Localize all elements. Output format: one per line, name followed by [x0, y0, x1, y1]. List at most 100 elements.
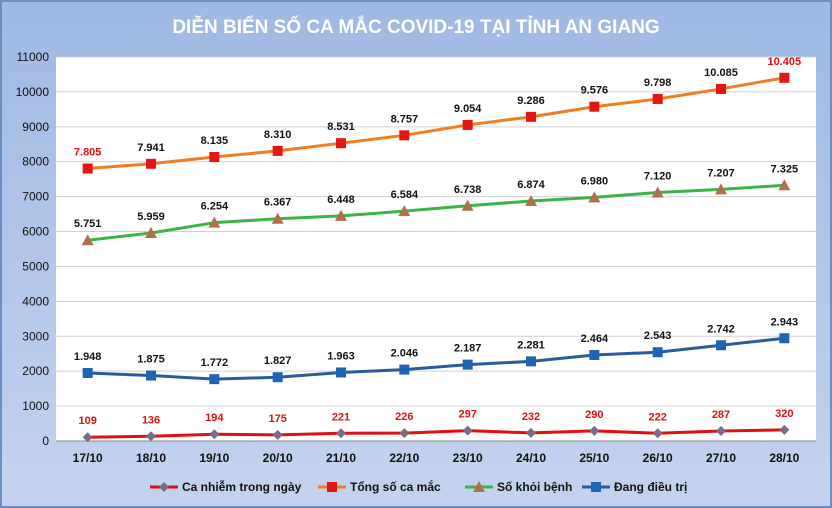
under-treatment-data-label: 2.187 — [454, 343, 482, 355]
total-cases-point — [779, 72, 790, 83]
under-treatment-point — [526, 356, 536, 367]
under-treatment-series — [82, 333, 790, 385]
daily-cases-point — [779, 424, 790, 435]
total-cases-point — [146, 158, 156, 169]
recovered-point — [81, 234, 94, 246]
recovered-point — [588, 191, 601, 203]
recovered-data-label: 7.120 — [644, 170, 672, 182]
daily-cases-data-label: 109 — [78, 415, 96, 427]
under-treatment-point — [716, 340, 726, 351]
total-cases-data-label: 8.135 — [201, 135, 229, 147]
x-tick-label: 20/10 — [263, 451, 293, 465]
recovered-data-label: 6.254 — [201, 201, 229, 213]
legend: Ca nhiễm trong ngày Tổng số ca mắc Số khỏi… — [150, 479, 687, 494]
total-cases-point — [272, 145, 283, 156]
x-tick-label: 27/10 — [706, 451, 736, 465]
y-tick-label: 5000 — [22, 259, 49, 273]
y-tick-label: 6000 — [22, 225, 49, 239]
total-cases-data-label: 7.941 — [137, 142, 165, 154]
total-cases-point — [589, 101, 600, 112]
recovered-point — [335, 209, 347, 221]
daily-cases-data-label: 194 — [205, 412, 224, 424]
recovered-point — [208, 216, 221, 228]
daily-cases-point — [652, 428, 663, 439]
total-cases-data-label: 7.805 — [74, 147, 102, 159]
daily-cases-data-label: 222 — [648, 411, 666, 423]
recovered-data-label: 7.207 — [707, 167, 735, 179]
total-cases-point — [462, 119, 473, 130]
recovered-line — [87, 183, 785, 242]
y-tick-label: 8000 — [22, 155, 49, 169]
under-treatment-point — [399, 364, 410, 375]
x-axis: 17/10 18/10 19/10 20/10 21/10 22/10 23/10 24/10… — [56, 440, 816, 465]
recovered-point — [271, 212, 284, 224]
y-tick-label: 10000 — [16, 85, 50, 99]
y-tick-label: 2000 — [22, 364, 49, 378]
recovered-point — [398, 205, 411, 217]
under-treatment-data-label: 2.046 — [391, 348, 419, 360]
under-treatment-point — [209, 374, 220, 385]
daily-cases-data-label: 297 — [458, 409, 476, 421]
legend-item-recovered: Số khỏi bệnh — [465, 480, 572, 494]
daily-cases-point — [589, 425, 600, 436]
x-tick-label: 25/10 — [579, 451, 609, 465]
x-tick-label: 22/10 — [389, 451, 419, 465]
recovered-point — [145, 226, 157, 238]
recovered-series — [81, 179, 791, 246]
under-treatment-data-label: 2.281 — [517, 339, 545, 351]
recovered-data-label: 5.959 — [137, 211, 165, 223]
legend-swatch-marker — [159, 482, 169, 492]
under-treatment-point — [146, 370, 156, 381]
x-tick-label: 28/10 — [769, 451, 799, 465]
total-cases-data-label: 10.405 — [768, 56, 802, 68]
daily-cases-point — [399, 428, 410, 439]
total-cases-line — [87, 76, 785, 171]
daily-cases-data-label: 320 — [775, 408, 793, 420]
total-cases-data-label: 9.798 — [644, 77, 672, 89]
recovered-point — [525, 195, 537, 207]
series-lines — [81, 72, 791, 443]
under-treatment-data-label: 2.543 — [644, 330, 672, 342]
recovered-data-label: 5.751 — [74, 218, 102, 230]
y-tick-label: 0 — [42, 434, 49, 448]
y-tick-label: 11000 — [17, 50, 50, 64]
legend-item-total-cases: Tổng số ca mắc — [318, 479, 441, 494]
total-cases-data-label: 9.054 — [454, 103, 482, 115]
daily-cases-point — [272, 429, 283, 440]
x-tick-label: 17/10 — [73, 451, 103, 465]
x-tick-label: 24/10 — [516, 451, 546, 465]
recovered-data-label: 7.325 — [771, 163, 799, 175]
recovered-data-label: 6.367 — [264, 197, 292, 209]
daily-cases-data-label: 232 — [522, 411, 540, 423]
under-treatment-point — [336, 367, 346, 378]
legend-swatch-marker — [591, 482, 601, 492]
under-treatment-data-label: 1.772 — [201, 357, 229, 369]
total-cases-series — [82, 72, 790, 174]
total-cases-data-label: 9.286 — [517, 95, 545, 107]
recovered-point — [651, 186, 664, 198]
total-cases-point — [82, 163, 93, 174]
chart-title: DIỄN BIẾN SỐ CA MẮC COVID-19 TẠI TỈNH AN… — [172, 16, 659, 38]
daily-cases-line — [87, 428, 785, 439]
daily-cases-point — [462, 425, 473, 436]
daily-cases-data-label: 136 — [142, 414, 160, 426]
x-tick-label: 23/10 — [453, 451, 483, 465]
daily-cases-data-label: 221 — [332, 411, 350, 423]
x-tick-label: 26/10 — [643, 451, 673, 465]
y-tick-label: 7000 — [22, 190, 49, 204]
total-cases-data-label: 8.757 — [391, 113, 419, 125]
under-treatment-point — [589, 349, 600, 360]
under-treatment-point — [82, 367, 93, 378]
legend-label: Ca nhiễm trong ngày — [182, 479, 302, 494]
daily-cases-series — [82, 424, 790, 443]
total-cases-point — [716, 83, 726, 94]
total-cases-data-label: 8.310 — [264, 129, 292, 141]
under-treatment-data-label: 1.875 — [137, 354, 165, 366]
daily-cases-point — [716, 425, 726, 436]
recovered-data-label: 6.874 — [517, 179, 545, 191]
total-cases-point — [336, 138, 346, 149]
daily-cases-point — [336, 428, 346, 439]
under-treatment-point — [462, 359, 473, 370]
x-tick-label: 21/10 — [326, 451, 356, 465]
